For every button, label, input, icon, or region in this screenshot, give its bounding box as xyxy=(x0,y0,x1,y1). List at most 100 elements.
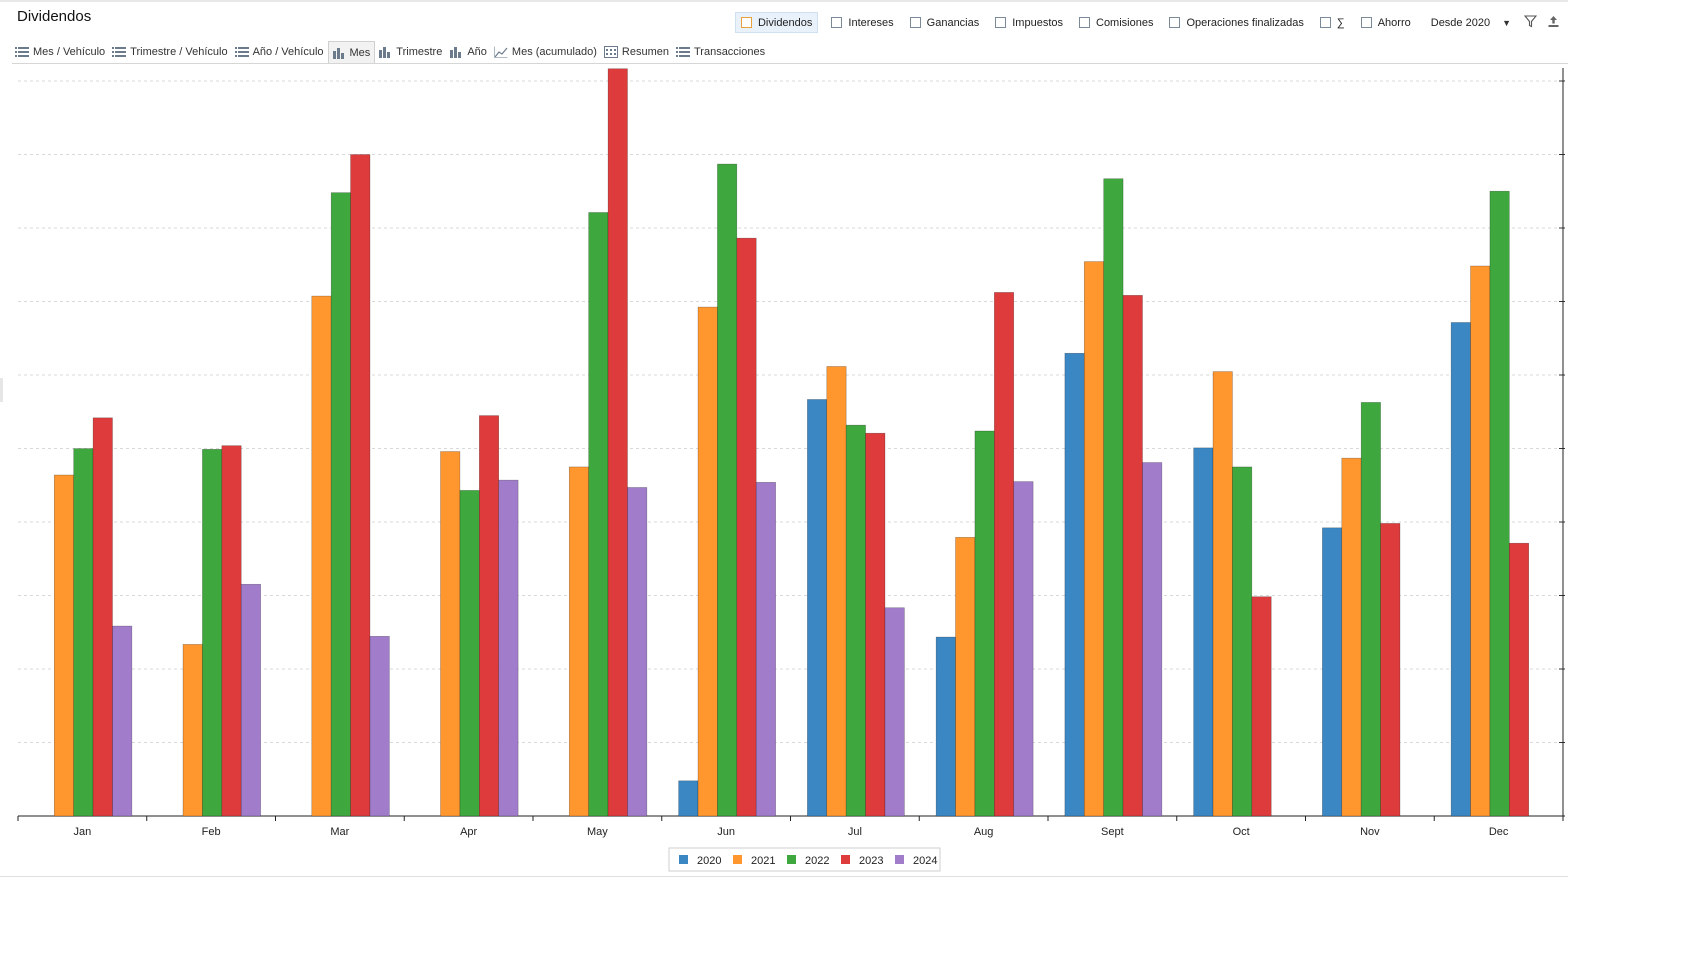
tab-mes-acumulado[interactable]: Mes (acumulado) xyxy=(491,41,601,62)
x-tick-label: Feb xyxy=(202,826,221,838)
splitter-handle[interactable] xyxy=(0,378,3,402)
bar xyxy=(369,636,390,817)
bar xyxy=(1193,447,1214,817)
x-tick-label: Oct xyxy=(1233,826,1250,838)
filter-label: Comisiones xyxy=(1096,16,1154,29)
filter-icon[interactable] xyxy=(1523,14,1538,31)
tab-label: Trimestre xyxy=(396,45,443,58)
period-label: Desde 2020 xyxy=(1430,16,1491,29)
bar xyxy=(202,449,223,817)
filter-comisiones[interactable]: Comisiones xyxy=(1076,13,1156,32)
tab-label: Año / Vehículo xyxy=(252,45,324,58)
x-tick-label: Apr xyxy=(460,826,477,838)
filter-operaciones-finalizadas[interactable]: Operaciones finalizadas xyxy=(1166,13,1306,32)
tab-label: Mes / Vehículo xyxy=(33,45,106,58)
bar xyxy=(73,448,94,817)
bar xyxy=(1251,596,1272,817)
bar xyxy=(1212,371,1233,817)
bar xyxy=(994,292,1015,817)
page-title: Dividendos xyxy=(17,8,92,25)
x-tick-label: Dec xyxy=(1489,826,1509,838)
bar xyxy=(311,295,332,817)
tab-trimestre-vehiculo[interactable]: Trimestre / Vehículo xyxy=(109,41,231,62)
filter-sum[interactable]: ∑ xyxy=(1317,13,1348,32)
bar xyxy=(1341,457,1362,817)
bar xyxy=(974,430,995,817)
bar xyxy=(240,583,261,817)
bar xyxy=(955,537,976,817)
tab-label: Transacciones xyxy=(693,45,766,58)
legend-swatch xyxy=(787,855,796,864)
filter-label: Ahorro xyxy=(1377,16,1411,29)
checkbox-icon xyxy=(1169,17,1181,28)
filter-ahorro[interactable]: Ahorro xyxy=(1358,13,1414,32)
tab-mes[interactable]: Mes xyxy=(327,41,376,63)
bar xyxy=(1142,462,1163,817)
bar xyxy=(1232,466,1253,817)
bar xyxy=(1103,178,1124,817)
filter-label: Intereses xyxy=(848,16,894,29)
bar xyxy=(736,237,757,817)
bar xyxy=(588,212,609,817)
bar xyxy=(1450,322,1471,817)
bar xyxy=(92,417,113,817)
legend-label: 2024 xyxy=(913,855,937,867)
bar xyxy=(1489,190,1510,817)
list-icon xyxy=(234,46,249,57)
tab-transacciones[interactable]: Transacciones xyxy=(673,41,769,62)
tab-mes-vehiculo[interactable]: Mes / Vehículo xyxy=(12,41,109,62)
checkbox-icon xyxy=(995,17,1007,28)
legend-label: 2021 xyxy=(751,855,775,867)
bar xyxy=(1470,265,1491,817)
filter-bar: Dividendos Intereses Ganancias Impuestos… xyxy=(725,12,1560,33)
list-icon xyxy=(112,46,127,57)
x-tick-label: Sept xyxy=(1101,826,1124,838)
bar xyxy=(826,366,847,817)
checkbox-icon xyxy=(1319,17,1331,28)
bar xyxy=(1380,523,1401,817)
tab-trimestre[interactable]: Trimestre xyxy=(375,41,446,62)
bar xyxy=(1122,295,1143,817)
tab-label: Mes xyxy=(349,46,371,59)
filter-intereses[interactable]: Intereses xyxy=(828,13,896,32)
bar-chart-icon xyxy=(332,47,344,59)
line-chart-icon xyxy=(494,46,508,58)
legend-box xyxy=(668,847,941,872)
tab-label: Año xyxy=(467,45,487,58)
legend-swatch xyxy=(841,855,850,864)
bar xyxy=(568,466,589,817)
filter-label: Dividendos xyxy=(757,16,813,29)
tab-resumen[interactable]: Resumen xyxy=(601,41,673,62)
tab-ano[interactable]: Año xyxy=(446,41,491,62)
bar xyxy=(330,192,351,817)
filter-label: Operaciones finalizadas xyxy=(1186,16,1304,29)
filter-impuestos[interactable]: Impuestos xyxy=(992,13,1066,32)
bar xyxy=(607,68,628,817)
bar xyxy=(884,607,905,817)
legend-label: 2022 xyxy=(805,855,829,867)
chart-area: Jan Feb Mar Apr May Jun Jul Aug Sept Oct Nov Dec 202… xyxy=(0,64,1568,880)
filter-ganancias[interactable]: Ganancias xyxy=(907,13,983,32)
bar xyxy=(807,399,828,817)
x-tick-label: Jan xyxy=(74,826,92,838)
bar xyxy=(479,415,500,817)
x-tick-label: Aug xyxy=(974,826,994,838)
bar xyxy=(935,636,956,817)
list-icon xyxy=(15,46,29,57)
bar xyxy=(53,474,74,817)
filter-dividendos[interactable]: Dividendos xyxy=(734,12,819,33)
bar xyxy=(221,445,242,817)
legend-swatch xyxy=(895,855,904,864)
bar xyxy=(755,482,776,817)
legend-label: 2023 xyxy=(859,855,883,867)
checkbox-icon xyxy=(1360,17,1372,28)
bar xyxy=(678,780,699,817)
legend-swatch xyxy=(679,855,688,864)
x-tick-label: Mar xyxy=(330,826,349,838)
bar xyxy=(627,487,648,817)
period-select[interactable]: Desde 2020 ▼ xyxy=(1428,13,1514,32)
tab-ano-vehiculo[interactable]: Año / Vehículo xyxy=(232,41,328,62)
tab-label: Mes (acumulado) xyxy=(511,45,597,58)
bar xyxy=(440,451,461,817)
export-icon[interactable] xyxy=(1547,15,1560,31)
